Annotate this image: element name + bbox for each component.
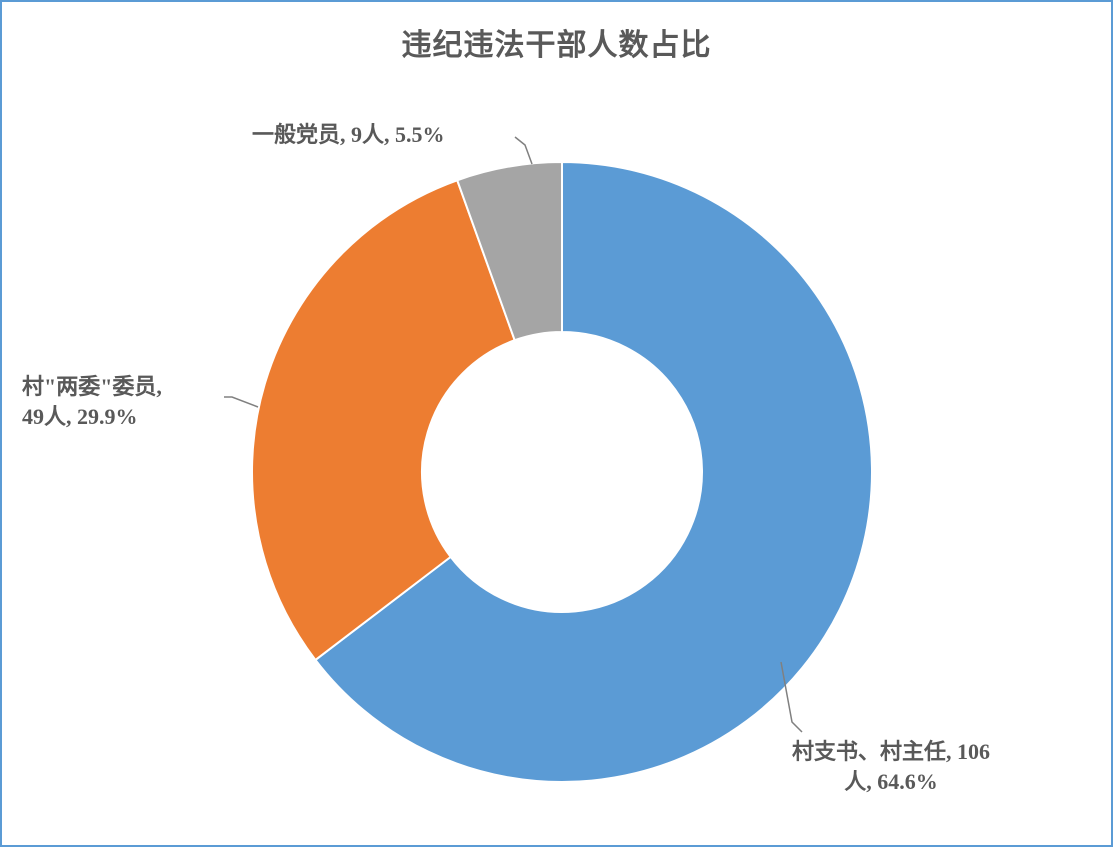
slice-label-0: 村支书、村主任, 106 人, 64.6%: [792, 737, 990, 796]
slice-label-1: 村"两委"委员, 49人, 29.9%: [22, 372, 162, 431]
chart-container: 违纪违法干部人数占比 村支书、村主任, 106 人, 64.6% 村"两委"委员,…: [0, 0, 1113, 847]
donut-svg: [252, 162, 872, 782]
leader-line-2: [515, 137, 532, 164]
chart-title: 违纪违法干部人数占比: [2, 20, 1111, 64]
donut-chart: [252, 162, 872, 782]
slice-label-2: 一般党员, 9人, 5.5%: [252, 120, 445, 150]
